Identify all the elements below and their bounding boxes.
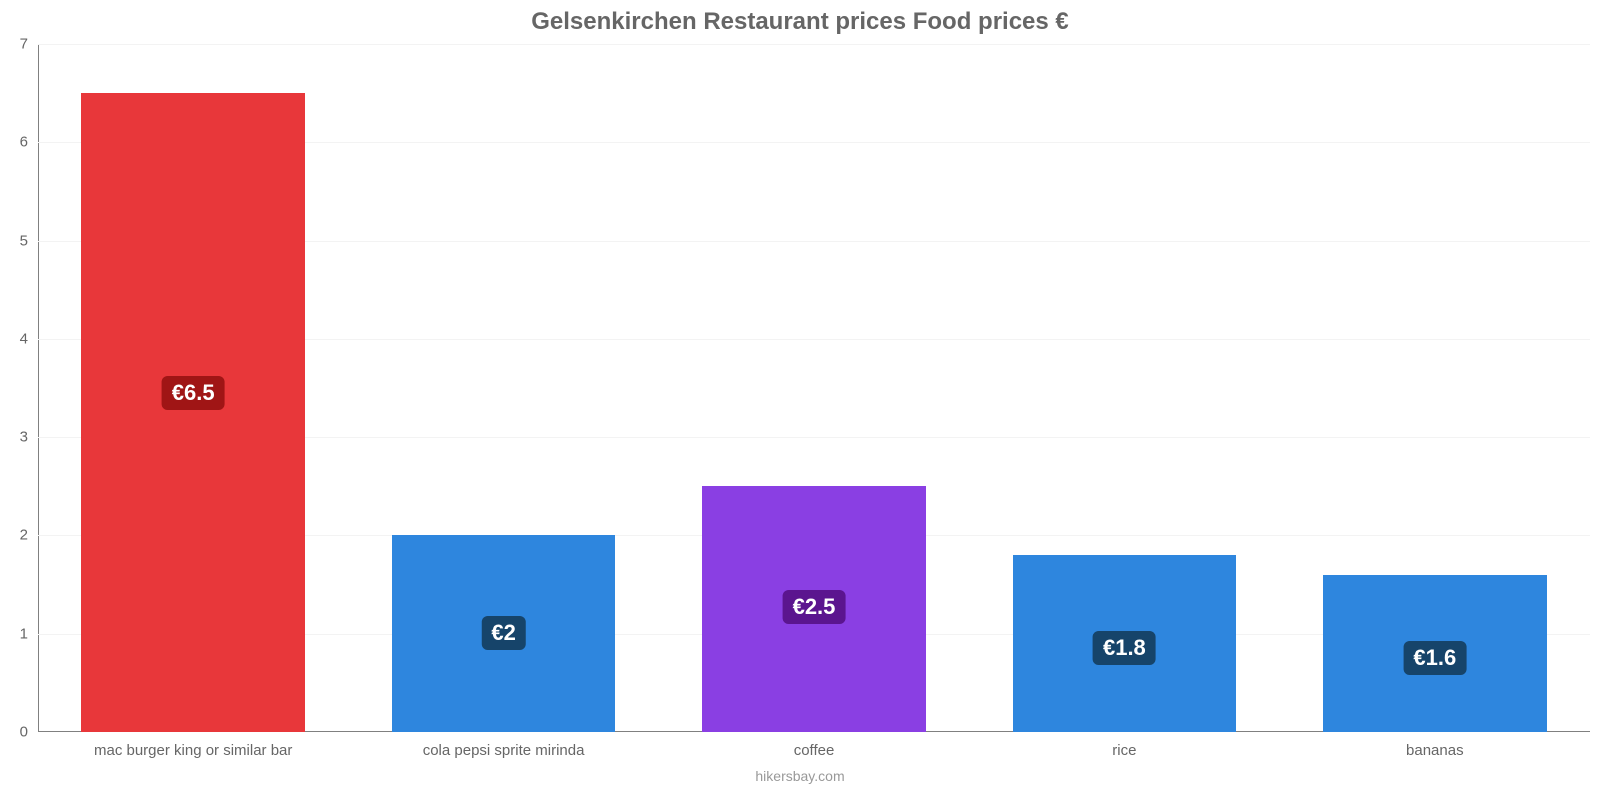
value-label: €1.6 — [1403, 641, 1466, 675]
xtick-label: mac burger king or similar bar — [94, 732, 292, 759]
ytick-label: 3 — [20, 429, 38, 446]
gridline — [38, 44, 1590, 45]
xtick-label: rice — [1112, 732, 1136, 759]
value-label: €2.5 — [783, 590, 846, 624]
plot-area: 01234567€6.5mac burger king or similar b… — [38, 44, 1590, 732]
chart-title: Gelsenkirchen Restaurant prices Food pri… — [0, 8, 1600, 36]
ytick-label: 7 — [20, 36, 38, 53]
ytick-label: 6 — [20, 134, 38, 151]
value-label: €1.8 — [1093, 631, 1156, 665]
y-axis-line — [38, 44, 39, 732]
bar — [81, 93, 304, 732]
ytick-label: 4 — [20, 330, 38, 347]
chart-container: Gelsenkirchen Restaurant prices Food pri… — [0, 0, 1600, 800]
ytick-label: 1 — [20, 625, 38, 642]
ytick-label: 0 — [20, 724, 38, 741]
ytick-label: 2 — [20, 527, 38, 544]
value-label: €6.5 — [162, 376, 225, 410]
ytick-label: 5 — [20, 232, 38, 249]
xtick-label: cola pepsi sprite mirinda — [423, 732, 585, 759]
xtick-label: coffee — [794, 732, 835, 759]
value-label: €2 — [481, 616, 525, 650]
xtick-label: bananas — [1406, 732, 1464, 759]
chart-footer: hikersbay.com — [0, 768, 1600, 784]
